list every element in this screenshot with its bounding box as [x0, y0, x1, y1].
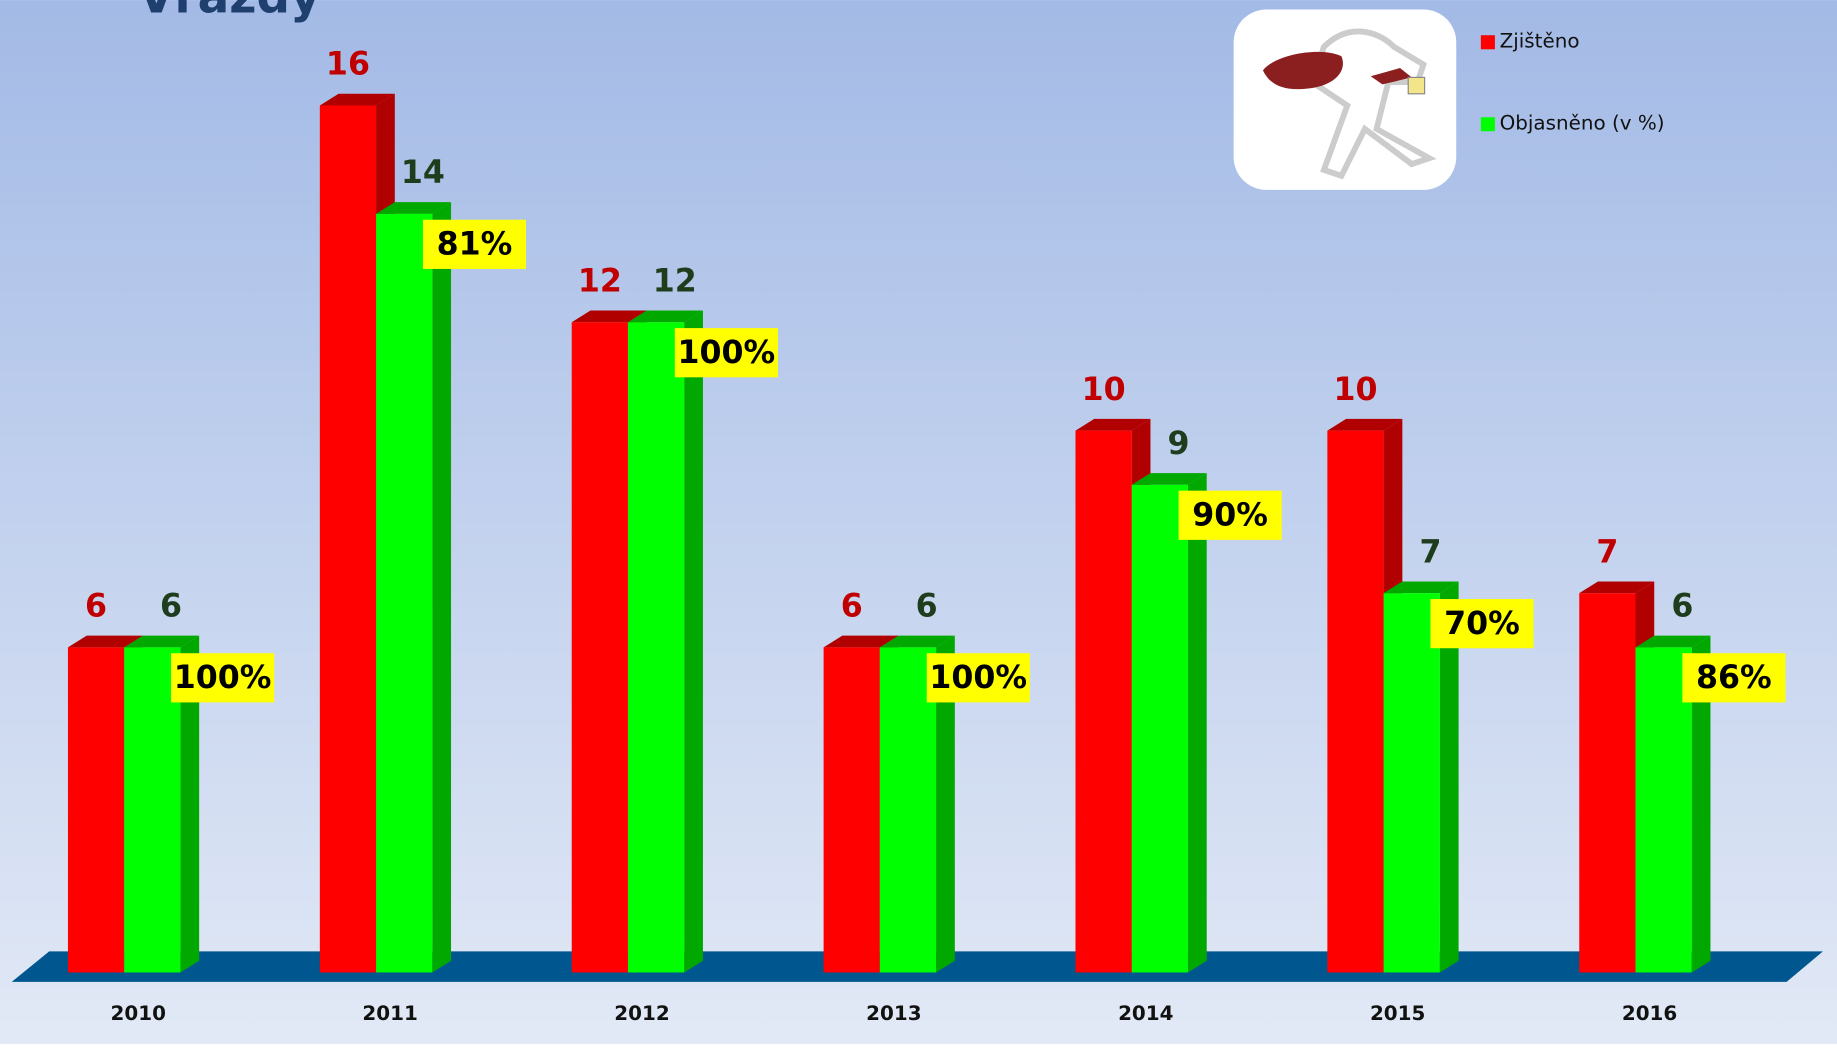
bar-top — [571, 310, 647, 323]
annotation: 100% — [678, 335, 776, 371]
value-label: 12 — [578, 263, 622, 299]
x-tick-label: 2016 — [1622, 1002, 1677, 1025]
annotation: 86% — [1696, 660, 1772, 696]
bar — [1131, 484, 1188, 973]
x-tick-label: 2011 — [362, 1002, 417, 1025]
legend-label: Objasněno (v %) — [1500, 112, 1665, 135]
bar-top — [879, 635, 955, 648]
bar-top — [1327, 418, 1403, 431]
bar-top — [376, 202, 452, 214]
annotation-box — [422, 219, 527, 269]
annotation-box — [1430, 599, 1534, 649]
value-label: 6 — [1671, 589, 1693, 625]
bar-side — [432, 202, 452, 973]
bar — [1579, 593, 1636, 973]
value-label: 6 — [160, 589, 182, 625]
legend-swatch — [1480, 35, 1495, 50]
bar — [823, 647, 880, 973]
chart-title: Vraždy — [138, 0, 320, 25]
value-label: 6 — [85, 589, 107, 625]
bar — [627, 322, 685, 973]
x-tick-label: 2015 — [1370, 1002, 1425, 1025]
bar — [67, 647, 125, 973]
annotation-box — [1178, 490, 1282, 540]
bar — [1075, 430, 1132, 973]
value-label: 7 — [1596, 534, 1618, 570]
bar-top — [1131, 473, 1207, 485]
legend-label: Zjištěno — [1500, 30, 1580, 53]
bar-side — [936, 635, 955, 973]
bar-top — [319, 93, 395, 106]
value-label: 16 — [326, 47, 370, 83]
value-label: 10 — [1082, 372, 1126, 408]
x-tick-label: 2010 — [111, 1002, 166, 1025]
value-label: 9 — [1168, 426, 1190, 462]
x-tick-label: 2014 — [1118, 1002, 1173, 1025]
value-label: 6 — [841, 589, 863, 625]
value-label: 7 — [1419, 534, 1441, 570]
bar-top — [823, 635, 899, 648]
x-tick-label: 2012 — [614, 1002, 669, 1025]
bar-side — [1187, 473, 1207, 973]
legend-swatch — [1480, 117, 1495, 132]
value-label: 12 — [653, 263, 697, 299]
bar-top — [67, 635, 143, 648]
bar — [571, 322, 628, 973]
bar-top — [1383, 581, 1459, 594]
annotation-box — [1682, 653, 1786, 703]
annotation: 81% — [437, 227, 513, 263]
bar-top — [627, 310, 703, 323]
annotation-box — [674, 328, 778, 378]
bar-side — [1691, 635, 1711, 973]
bar-side — [1439, 581, 1459, 973]
bar — [376, 213, 433, 973]
bar-top — [1075, 418, 1151, 431]
annotation: 90% — [1192, 497, 1268, 533]
bar — [1383, 593, 1440, 973]
value-label: 6 — [916, 589, 938, 625]
legend-image — [1233, 9, 1457, 190]
value-label: 10 — [1333, 372, 1377, 408]
annotation: 100% — [174, 660, 272, 696]
bar-top — [1635, 635, 1711, 648]
bar-side — [180, 635, 200, 973]
annotation-box — [171, 653, 275, 703]
value-label: 14 — [401, 155, 445, 191]
bar — [1327, 430, 1384, 973]
x-tick-label: 2013 — [866, 1002, 921, 1025]
bar-top — [1579, 581, 1655, 594]
bar-top — [124, 635, 200, 648]
annotation: 100% — [929, 660, 1027, 696]
bar-side — [684, 310, 703, 973]
annotation: 70% — [1444, 606, 1520, 642]
annotation-box — [926, 653, 1030, 703]
bar — [319, 105, 377, 973]
